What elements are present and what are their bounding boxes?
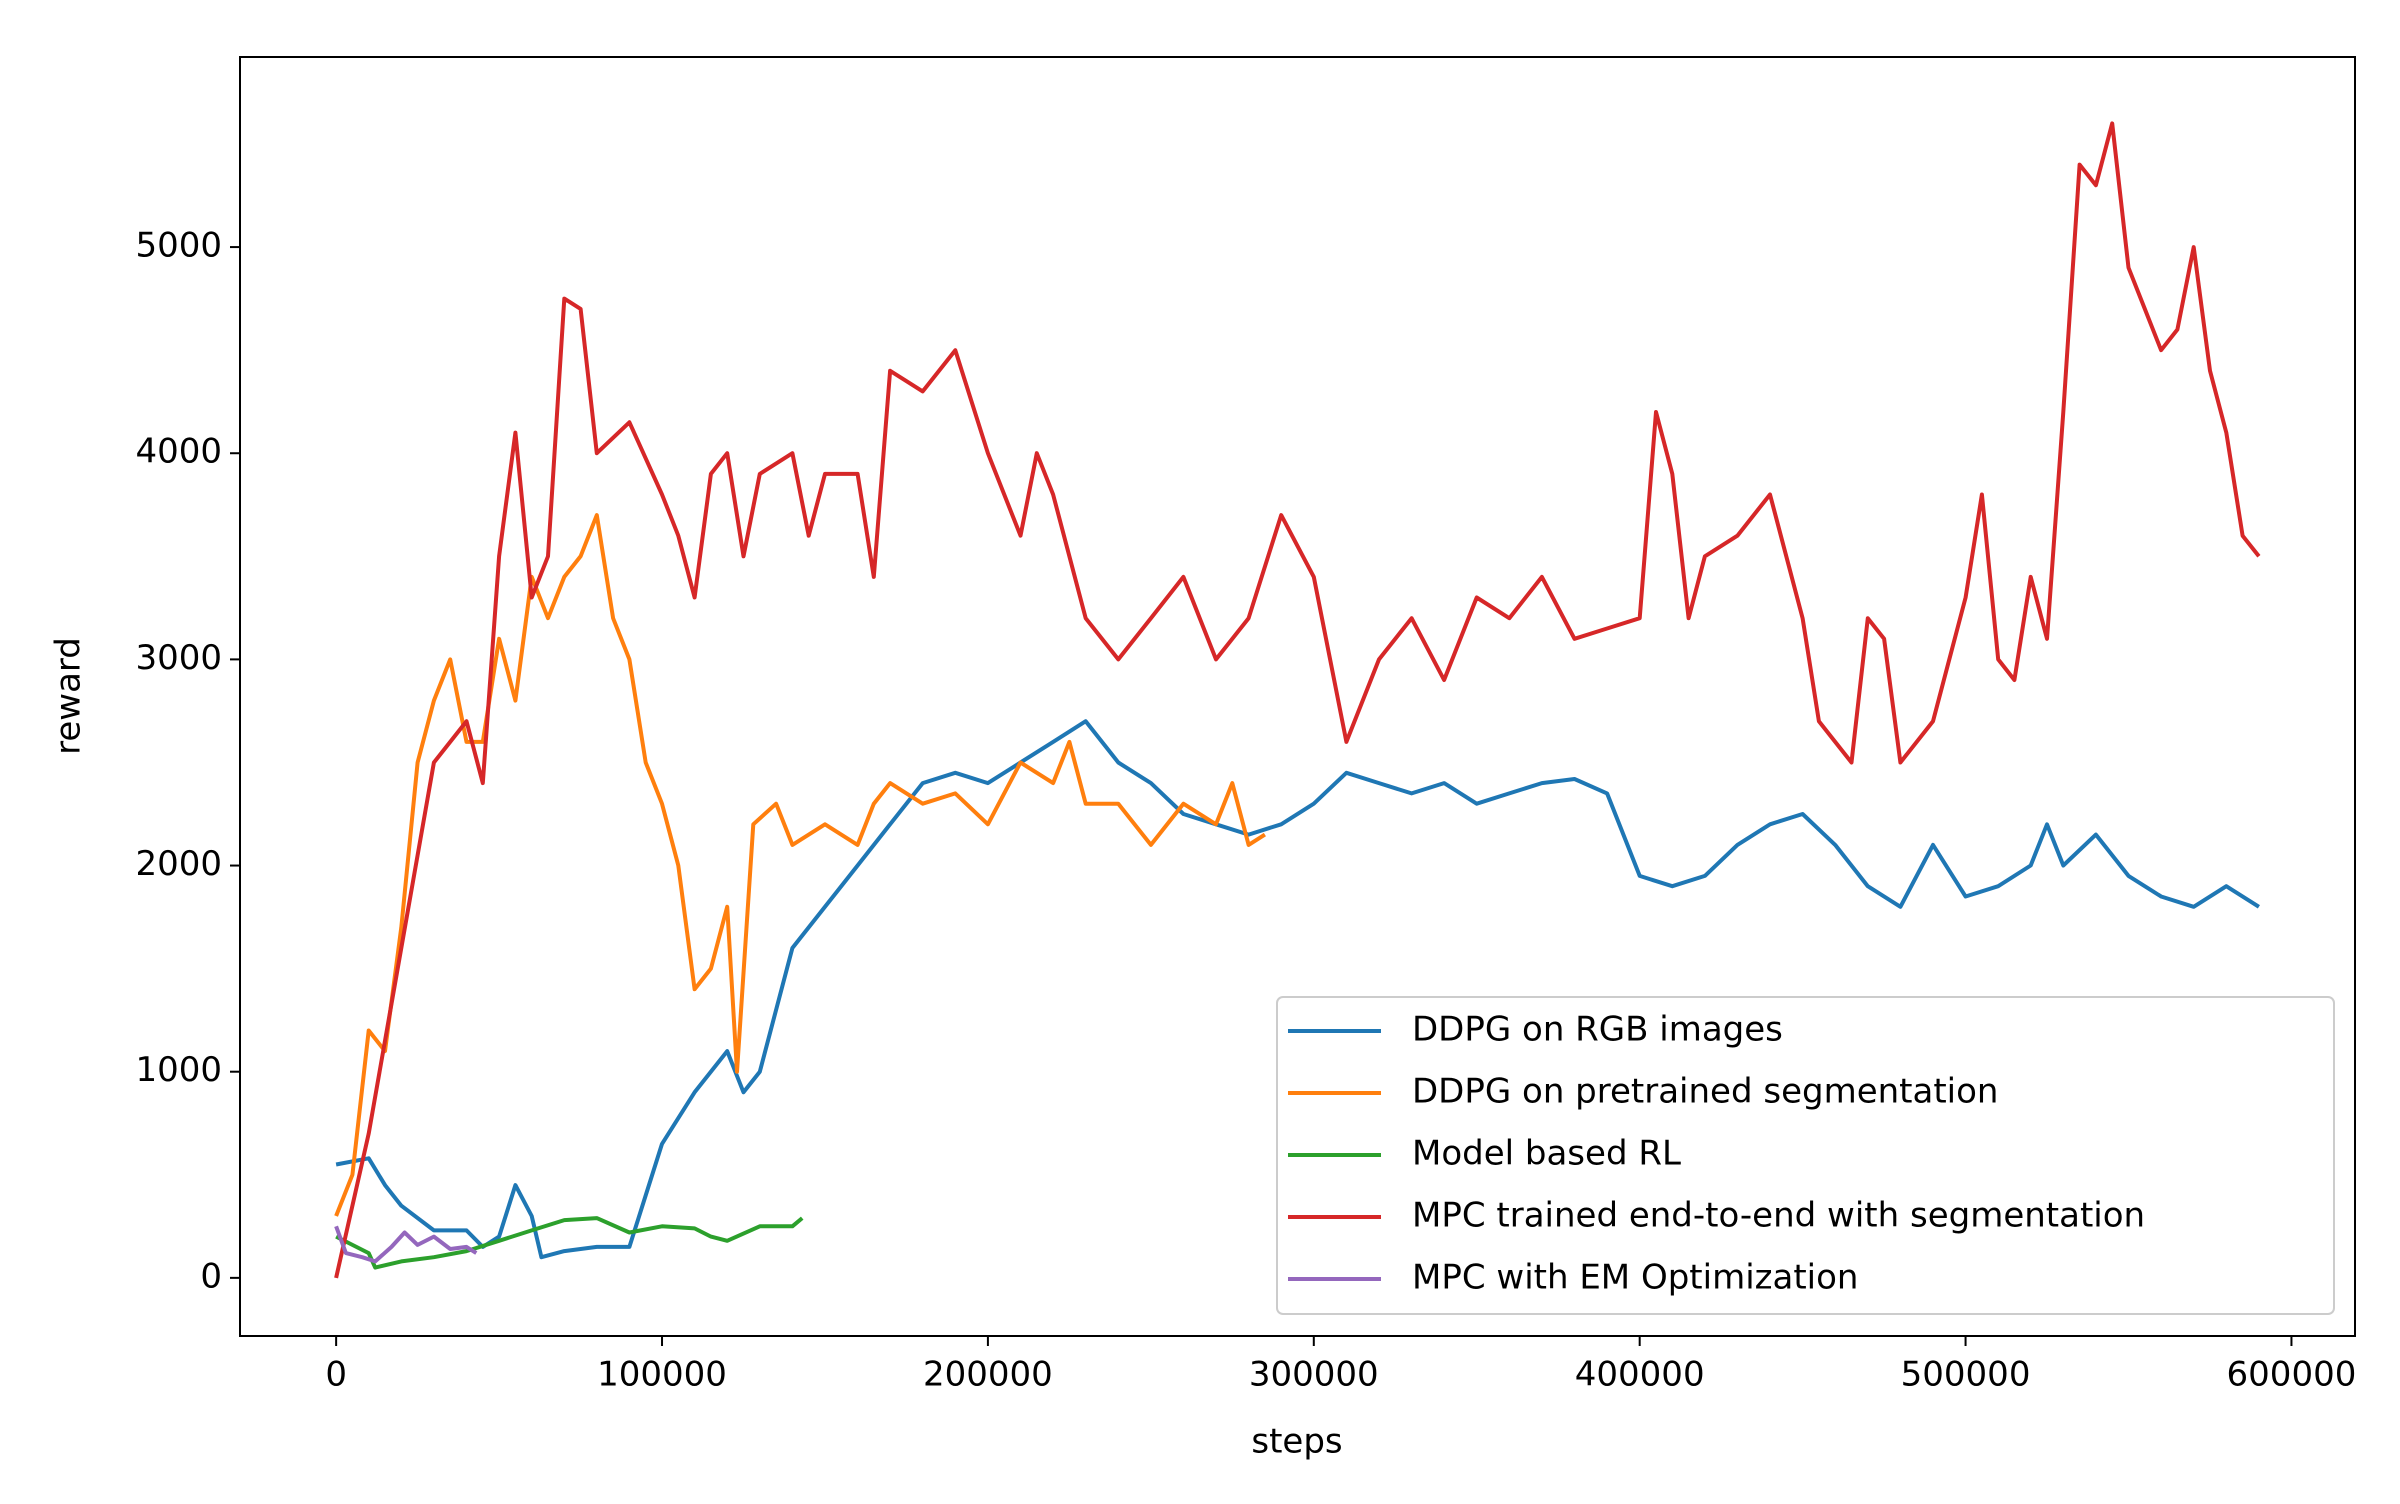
x-tick-label: 600000 [2227,1355,2357,1395]
x-tick-label: 100000 [597,1355,727,1395]
y-tick-label: 5000 [135,226,222,266]
x-axis-label: steps [1251,1422,1342,1462]
y-tick-label: 2000 [135,844,222,884]
legend-label: DDPG on pretrained segmentation [1412,1072,1998,1112]
y-axis-label: reward [49,637,89,755]
x-tick-label: 0 [325,1355,347,1395]
legend-label: MPC trained end-to-end with segmentation [1412,1196,2145,1236]
plot-frame [239,56,2356,1337]
x-tick-label: 200000 [923,1355,1053,1395]
legend-label: MPC with EM Optimization [1412,1258,1858,1298]
x-tick-label: 300000 [1249,1355,1379,1395]
x-tick-label: 500000 [1901,1355,2031,1395]
legend-box [1276,996,2335,1315]
series-line [334,121,2261,1279]
series-line [335,1216,804,1270]
series-line [334,513,1266,1217]
series-line [334,1225,478,1264]
y-tick-label: 1000 [135,1050,222,1090]
y-tick-label: 0 [200,1256,222,1296]
x-tick-label: 400000 [1575,1355,1705,1395]
legend-label: DDPG on RGB images [1412,1010,1783,1050]
y-tick-label: 3000 [135,638,222,678]
legend-label: Model based RL [1412,1134,1681,1174]
y-tick-label: 4000 [135,432,222,472]
